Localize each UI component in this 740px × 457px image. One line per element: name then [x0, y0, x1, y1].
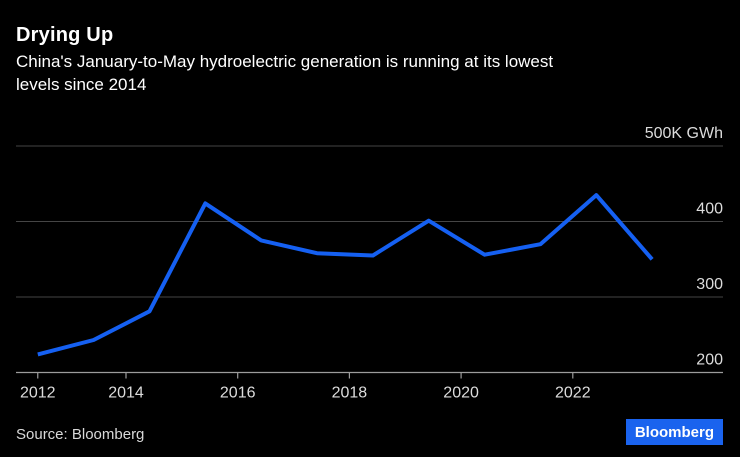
source-label: Source: Bloomberg [16, 426, 145, 443]
x-axis-label: 2020 [443, 385, 479, 402]
y-axis-label: 300 [696, 276, 723, 293]
x-axis-label: 2014 [108, 385, 144, 402]
chart-title: Drying Up [16, 24, 114, 46]
chart-subtitle: China's January-to-May hydroelectric gen… [16, 50, 553, 96]
x-axis-label: 2016 [220, 385, 256, 402]
x-axis-label: 2012 [20, 385, 56, 402]
y-axis-label: 400 [696, 201, 723, 218]
x-axis-label: 2018 [332, 385, 368, 402]
chart-subtitle-line1: China's January-to-May hydroelectric gen… [16, 52, 554, 71]
data-line [37, 193, 654, 357]
y-axis-label: 200 [696, 352, 723, 369]
bloomberg-logo[interactable]: Bloomberg [625, 419, 723, 445]
x-axis-label: 2022 [555, 385, 591, 402]
y-axis-label: 500K GWh [645, 125, 723, 142]
chart-subtitle-line2: levels since 2014 [16, 75, 147, 94]
bloomberg-logo-text: Bloomberg [634, 423, 714, 441]
